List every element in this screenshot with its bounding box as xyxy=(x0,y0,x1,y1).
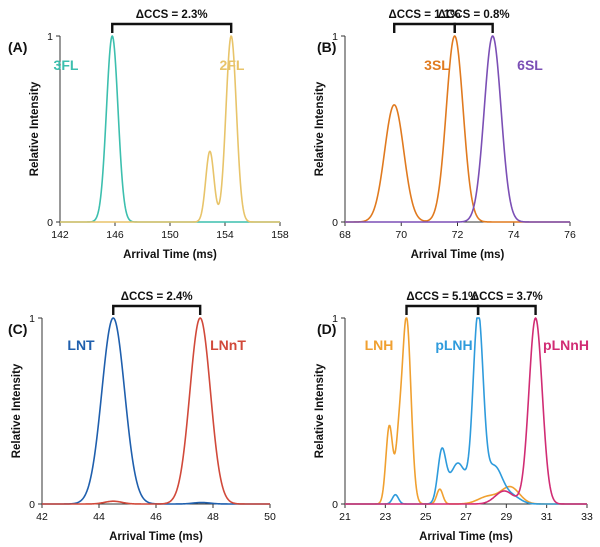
series-label-lnt: LNT xyxy=(67,337,95,353)
x-tick-label: 27 xyxy=(460,511,472,523)
series-label-3fl: 3FL xyxy=(54,57,79,73)
chart-panel-2: (B) 68 70 72 74 76 0 1 Arrival Time (ms) Relative… xyxy=(314,9,576,261)
x-axis-label: Arrival Time (ms) xyxy=(123,249,217,261)
ccs-annotation: ΔCCS = 2.3% xyxy=(136,9,208,21)
y-tick-label: 0 xyxy=(29,499,35,511)
y-axis-label: Relative Intensity xyxy=(29,81,41,176)
chart-panel-1: (A) 142 146 150 154 158 0 1 Arrival Time (ms) Rel… xyxy=(8,9,289,261)
y-tick-label: 1 xyxy=(29,313,35,325)
x-tick-label: 25 xyxy=(420,511,432,523)
x-tick-label: 70 xyxy=(395,229,407,241)
x-tick-label: 142 xyxy=(51,229,69,241)
series-line-lnnt xyxy=(41,317,271,505)
series-label-2fl: 2FL xyxy=(220,57,245,73)
x-axis-label: Arrival Time (ms) xyxy=(109,531,203,543)
x-tick-label: 146 xyxy=(106,229,124,241)
y-tick-label: 1 xyxy=(47,31,53,43)
x-axis-label: Arrival Time (ms) xyxy=(419,531,513,543)
x-tick-label: 74 xyxy=(508,229,520,241)
x-tick-label: 154 xyxy=(216,229,234,241)
x-tick-label: 31 xyxy=(541,511,553,523)
ccs-bracket xyxy=(405,304,480,315)
x-tick-label: 33 xyxy=(581,511,593,523)
ccs-bracket xyxy=(112,304,202,315)
series-label-lnnt: LNnT xyxy=(210,337,246,353)
panel-label: (A) xyxy=(8,39,27,55)
chart-panel-3: (C) 42 44 46 48 50 0 1 Arrival Time (ms) Relative… xyxy=(8,291,276,543)
x-tick-label: 42 xyxy=(36,511,48,523)
x-tick-label: 158 xyxy=(271,229,289,241)
ccs-annotation: ΔCCS = 2.4% xyxy=(121,291,193,303)
y-axis-label: Relative Intensity xyxy=(11,363,23,458)
x-tick-label: 48 xyxy=(207,511,219,523)
y-tick-label: 0 xyxy=(332,499,338,511)
x-tick-label: 150 xyxy=(161,229,179,241)
x-tick-label: 21 xyxy=(339,511,351,523)
ccs-annotation: ΔCCS = 1.1% xyxy=(389,9,461,21)
series-label-plnnh: pLNnH xyxy=(543,337,589,353)
series-line-plnnh xyxy=(344,317,588,505)
x-tick-label: 46 xyxy=(150,511,162,523)
y-tick-label: 0 xyxy=(47,217,53,229)
x-tick-label: 72 xyxy=(452,229,464,241)
series-label-plnh: pLNH xyxy=(435,337,472,353)
ccs-annotation: ΔCCS = 0.8% xyxy=(438,9,510,21)
x-tick-label: 76 xyxy=(564,229,576,241)
series-line-3fl xyxy=(59,35,281,223)
series-line-2fl xyxy=(59,35,281,223)
ccs-bracket xyxy=(111,22,233,33)
ccs-annotation: ΔCCS = 5.1% xyxy=(406,291,478,303)
ccs-bracket xyxy=(393,22,456,33)
x-tick-label: 44 xyxy=(93,511,105,523)
chart-panel-4: (D) 21 23 25 27 29 31 33 0 1 Arrival Time (ms) Rela… xyxy=(314,291,593,543)
series-label-lnh: LNH xyxy=(365,337,394,353)
x-tick-label: 29 xyxy=(500,511,512,523)
x-axis-label: Arrival Time (ms) xyxy=(411,249,505,261)
series-label-3sl: 3SL xyxy=(424,57,450,73)
ccs-bracket xyxy=(476,304,537,315)
panel-label: (D) xyxy=(317,321,336,337)
x-tick-label: 68 xyxy=(339,229,351,241)
y-tick-label: 1 xyxy=(332,31,338,43)
ccs-bracket xyxy=(453,22,494,33)
series-line-6sl xyxy=(344,35,571,223)
y-axis-label: Relative Intensity xyxy=(314,363,326,458)
ccs-annotation: ΔCCS = 3.7% xyxy=(471,291,543,303)
y-tick-label: 1 xyxy=(332,313,338,325)
series-label-6sl: 6SL xyxy=(517,57,543,73)
panel-label: (C) xyxy=(8,321,27,337)
y-tick-label: 0 xyxy=(332,217,338,229)
panel-label: (B) xyxy=(317,39,336,55)
x-tick-label: 50 xyxy=(264,511,276,523)
x-tick-label: 23 xyxy=(379,511,391,523)
y-axis-label: Relative Intensity xyxy=(314,81,326,176)
